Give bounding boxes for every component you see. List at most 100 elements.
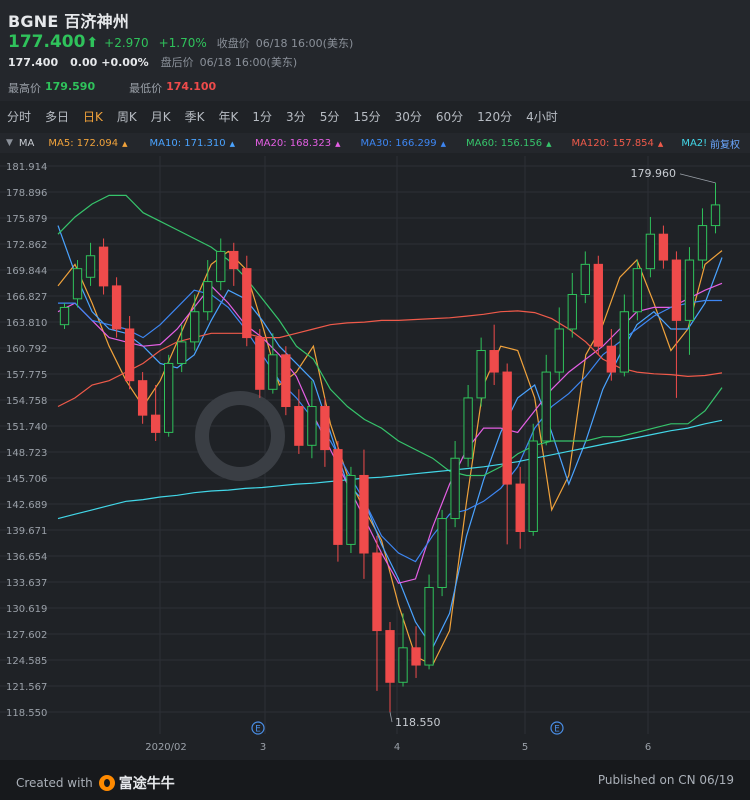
candle[interactable] bbox=[593, 255, 603, 355]
tab-4[interactable]: 月K bbox=[150, 109, 171, 124]
tab-14[interactable]: 4小时 bbox=[526, 109, 558, 124]
candle[interactable] bbox=[85, 242, 96, 286]
candle[interactable] bbox=[710, 182, 721, 234]
tab-5[interactable]: 季K bbox=[184, 109, 205, 124]
candle[interactable] bbox=[229, 242, 239, 286]
kline-chart[interactable]: 181.914 178.896 175.879 172.862 169.844 166.8… bbox=[0, 156, 750, 760]
candle[interactable] bbox=[346, 466, 356, 554]
candle-body bbox=[632, 268, 643, 313]
last-price: 177.400 bbox=[8, 32, 86, 52]
ma-item-4[interactable]: MA60: 156.156 ▲ bbox=[466, 138, 551, 149]
candle[interactable] bbox=[424, 574, 434, 670]
candle[interactable] bbox=[567, 272, 577, 338]
candle[interactable] bbox=[255, 328, 265, 398]
candle-body bbox=[619, 311, 630, 373]
collapse-caret-icon[interactable]: ▼ bbox=[6, 138, 13, 148]
candle[interactable] bbox=[59, 303, 70, 329]
candle[interactable] bbox=[437, 509, 447, 597]
period-tabs: 分时 多日 日K 周K 月K 季K 年K 1分 3分 5分 15分 30分 60分 120分 4小时 bbox=[0, 104, 750, 128]
candle[interactable] bbox=[476, 337, 486, 407]
candle[interactable] bbox=[359, 449, 369, 579]
candle[interactable] bbox=[385, 621, 395, 712]
tab-0[interactable]: 分时 bbox=[7, 109, 32, 124]
candle[interactable] bbox=[242, 255, 252, 347]
ma-label[interactable]: MA bbox=[18, 137, 35, 149]
candle[interactable] bbox=[632, 260, 643, 321]
y-tick-label: 130.619 bbox=[6, 604, 47, 615]
candle[interactable] bbox=[281, 346, 291, 416]
adjust-toggle[interactable]: 前复权 bbox=[706, 135, 740, 151]
candle[interactable] bbox=[580, 251, 590, 304]
tab-3[interactable]: 周K bbox=[116, 109, 137, 124]
y-tick-label: 157.775 bbox=[6, 370, 47, 381]
y-tick-label: 133.637 bbox=[6, 578, 47, 589]
candle[interactable] bbox=[111, 277, 122, 338]
candle[interactable] bbox=[554, 307, 564, 381]
tab-2[interactable]: 日K bbox=[83, 109, 103, 124]
after-hours-change: 0.00 bbox=[70, 56, 98, 69]
candle[interactable] bbox=[268, 333, 278, 394]
y-tick-label: 136.654 bbox=[6, 552, 47, 563]
candle[interactable] bbox=[463, 384, 473, 467]
candle-body bbox=[476, 350, 486, 399]
candle[interactable] bbox=[606, 328, 616, 381]
candle[interactable] bbox=[697, 208, 708, 269]
earnings-event-icon[interactable]: E bbox=[251, 721, 265, 735]
earnings-event-icon[interactable]: E bbox=[550, 721, 564, 735]
candle[interactable] bbox=[333, 440, 343, 562]
futu-logo-icon bbox=[98, 775, 115, 791]
candle[interactable] bbox=[671, 251, 682, 398]
ma-item-6[interactable]: MA2! bbox=[681, 138, 707, 149]
candle[interactable] bbox=[411, 626, 421, 678]
candle[interactable] bbox=[203, 260, 213, 321]
ma-item-1[interactable]: MA10: 171.310 ▲ bbox=[150, 138, 235, 149]
candle[interactable] bbox=[216, 238, 226, 291]
candle[interactable] bbox=[98, 238, 109, 295]
tab-13[interactable]: 120分 bbox=[477, 109, 513, 124]
candle[interactable] bbox=[541, 354, 551, 446]
candle[interactable] bbox=[137, 372, 148, 424]
candle[interactable] bbox=[398, 613, 408, 687]
candle[interactable] bbox=[658, 225, 669, 269]
candle[interactable] bbox=[72, 260, 83, 308]
tab-11[interactable]: 30分 bbox=[394, 109, 422, 124]
candle[interactable] bbox=[528, 423, 538, 536]
created-with: Created with 富途牛牛 bbox=[16, 773, 175, 793]
candle-body bbox=[697, 225, 708, 261]
candle[interactable] bbox=[124, 316, 135, 390]
candle-body bbox=[177, 341, 187, 364]
candle[interactable] bbox=[502, 363, 512, 545]
tab-8[interactable]: 3分 bbox=[286, 109, 306, 124]
ma-item-5[interactable]: MA120: 157.854 ▲ bbox=[571, 138, 663, 149]
candle[interactable] bbox=[450, 440, 460, 528]
event-marker-ring bbox=[251, 721, 265, 735]
price-change: +2.970 bbox=[104, 36, 149, 50]
candle[interactable] bbox=[489, 324, 499, 385]
candle-body bbox=[124, 328, 135, 382]
tab-1[interactable]: 多日 bbox=[45, 109, 70, 124]
candle-body bbox=[307, 406, 317, 446]
ma-item-0[interactable]: MA5: 172.094 ▲ bbox=[48, 138, 127, 149]
ma-item-2[interactable]: MA20: 168.323 ▲ bbox=[255, 138, 340, 149]
tab-12[interactable]: 60分 bbox=[435, 109, 464, 124]
candle[interactable] bbox=[372, 535, 382, 691]
tab-10[interactable]: 15分 bbox=[353, 109, 381, 124]
candle[interactable] bbox=[684, 247, 695, 355]
candle[interactable] bbox=[320, 397, 330, 467]
tab-7[interactable]: 1分 bbox=[252, 109, 273, 124]
candle[interactable] bbox=[515, 466, 525, 549]
candle[interactable] bbox=[150, 384, 161, 441]
candle[interactable] bbox=[177, 324, 187, 373]
candle-body bbox=[255, 337, 265, 390]
candle[interactable] bbox=[164, 354, 174, 437]
y-tick-label: 154.758 bbox=[6, 396, 47, 407]
tab-9[interactable]: 5分 bbox=[319, 109, 340, 124]
candle[interactable] bbox=[307, 380, 317, 459]
candle[interactable] bbox=[294, 389, 304, 454]
candle[interactable] bbox=[645, 216, 656, 278]
candle[interactable] bbox=[619, 294, 630, 377]
tab-6[interactable]: 年K bbox=[218, 109, 239, 124]
ma-item-3[interactable]: MA30: 166.299 ▲ bbox=[360, 138, 445, 149]
ma-item-label: MA60: 156.156 bbox=[465, 137, 543, 149]
candle[interactable] bbox=[190, 294, 200, 351]
